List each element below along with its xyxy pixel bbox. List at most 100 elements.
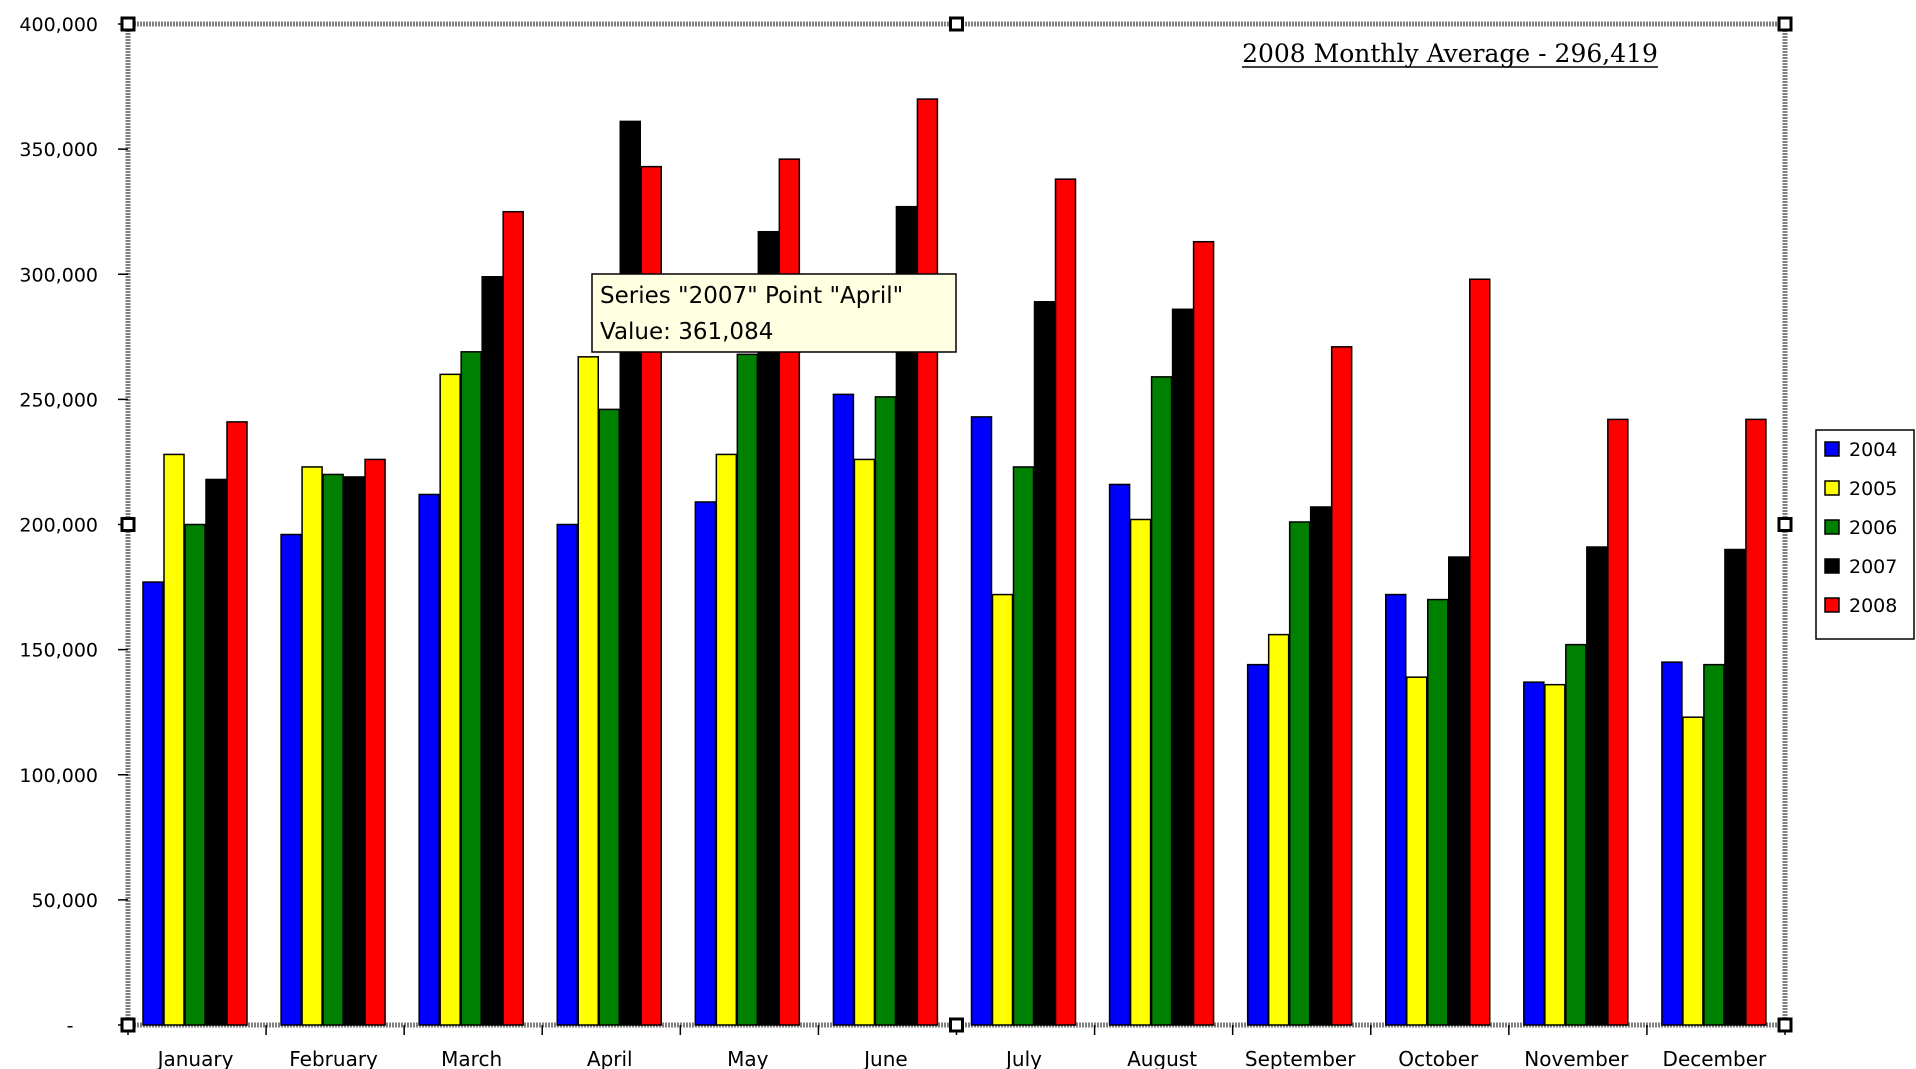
bar-2006-august[interactable]	[1150, 376, 1173, 1026]
bar-2008-october[interactable]	[1469, 278, 1491, 1026]
legend-label-2008: 2008	[1849, 595, 1897, 617]
bar-2006-february[interactable]	[322, 473, 344, 1026]
bar-2008-march[interactable]	[502, 210, 524, 1026]
bar-2006-november[interactable]	[1565, 643, 1587, 1026]
y-tick-label: 50,000	[32, 890, 98, 912]
y-tick-label: 100,000	[19, 765, 98, 787]
bar-2006-january[interactable]	[184, 523, 206, 1026]
bar-2008-august[interactable]	[1192, 240, 1215, 1026]
resize-handle[interactable]	[1777, 1017, 1793, 1033]
category-label: September	[1245, 1047, 1356, 1069]
bar-2004-february[interactable]	[280, 533, 302, 1026]
bar-2008-january[interactable]	[226, 421, 248, 1026]
tooltip-line-1: Series "2007" Point "April"	[600, 283, 903, 309]
tooltip: Series "2007" Point "April" Value: 361,0…	[591, 273, 957, 353]
category-label: April	[587, 1047, 633, 1069]
bar-2008-april[interactable]	[640, 165, 662, 1026]
bar-2007-august[interactable]	[1171, 308, 1194, 1026]
bar-2004-march[interactable]	[418, 493, 440, 1026]
category-label: January	[156, 1047, 234, 1069]
bar-2004-may[interactable]	[694, 501, 717, 1026]
resize-handle[interactable]	[949, 16, 964, 32]
y-tick-label: 350,000	[19, 139, 98, 161]
y-tick-label: 300,000	[19, 264, 98, 286]
legend-swatch-2008	[1824, 597, 1840, 613]
bar-2006-september[interactable]	[1288, 521, 1311, 1026]
bar-2004-july[interactable]	[970, 416, 993, 1026]
legend-swatch-2005	[1824, 480, 1840, 496]
bar-2004-october[interactable]	[1385, 593, 1407, 1026]
bar-2007-may[interactable]	[757, 230, 780, 1026]
bar-2005-april[interactable]	[577, 356, 599, 1026]
bar-2004-january[interactable]	[142, 581, 164, 1026]
legend: 2004 2005 2006 2007 2008	[1815, 429, 1915, 640]
bar-2007-november[interactable]	[1586, 546, 1608, 1026]
y-axis: - 50,000 100,000 150,000 200,000 250,000 300,0…	[19, 14, 128, 1037]
category-label: November	[1524, 1047, 1629, 1069]
resize-handle[interactable]	[120, 16, 136, 32]
bar-2007-march[interactable]	[481, 276, 503, 1026]
bar-2007-february[interactable]	[343, 476, 365, 1026]
resize-handle[interactable]	[1777, 517, 1793, 532]
bar-2005-september[interactable]	[1267, 633, 1290, 1026]
bar-2007-january[interactable]	[205, 478, 227, 1026]
bar-2007-july[interactable]	[1033, 301, 1056, 1026]
y-tick-label: -	[67, 1015, 74, 1037]
bar-2008-july[interactable]	[1054, 178, 1077, 1026]
bar-2007-october[interactable]	[1448, 556, 1470, 1026]
bar-2005-january[interactable]	[163, 453, 185, 1026]
bar-2004-december[interactable]	[1661, 661, 1683, 1026]
bar-2006-april[interactable]	[598, 408, 620, 1026]
y-tick-label: 150,000	[19, 640, 98, 662]
bar-2006-may[interactable]	[736, 353, 759, 1026]
bar-2005-july[interactable]	[991, 593, 1014, 1026]
bar-2006-june[interactable]	[874, 396, 897, 1026]
bar-2008-february[interactable]	[364, 458, 386, 1026]
bar-2008-june[interactable]	[916, 98, 939, 1026]
bar-2004-november[interactable]	[1523, 681, 1545, 1026]
bar-2005-march[interactable]	[439, 373, 461, 1026]
bar-2006-march[interactable]	[460, 351, 482, 1026]
bar-2005-december[interactable]	[1682, 716, 1704, 1026]
resize-handle[interactable]	[949, 1017, 964, 1033]
bar-2008-september[interactable]	[1330, 346, 1353, 1026]
legend-label-2004: 2004	[1849, 439, 1897, 461]
bar-2005-june[interactable]	[853, 458, 876, 1026]
bar-2005-november[interactable]	[1544, 683, 1566, 1026]
bar-2007-april[interactable]	[619, 120, 641, 1026]
resize-handle[interactable]	[120, 1017, 136, 1033]
legend-label-2006: 2006	[1849, 517, 1897, 539]
resize-handle[interactable]	[1777, 16, 1793, 32]
category-label: May	[727, 1047, 769, 1069]
bar-2004-august[interactable]	[1108, 483, 1131, 1026]
bar-2004-june[interactable]	[832, 393, 855, 1026]
bar-2004-september[interactable]	[1246, 663, 1269, 1026]
bar-2006-october[interactable]	[1427, 598, 1449, 1026]
bar-2005-august[interactable]	[1129, 518, 1152, 1026]
legend-swatch-2006	[1824, 519, 1840, 535]
bar-2007-december[interactable]	[1724, 548, 1746, 1026]
tooltip-line-2: Value: 361,084	[600, 319, 773, 345]
category-label: December	[1663, 1047, 1767, 1069]
bar-2007-june[interactable]	[895, 205, 918, 1026]
bar-2008-may[interactable]	[778, 158, 801, 1026]
bar-2004-april[interactable]	[556, 523, 578, 1026]
category-label: July	[1004, 1047, 1042, 1069]
bar-2005-may[interactable]	[715, 453, 738, 1026]
bar-2008-december[interactable]	[1745, 418, 1767, 1026]
bar-2005-february[interactable]	[301, 466, 323, 1026]
legend-label-2007: 2007	[1849, 556, 1897, 578]
bar-2006-july[interactable]	[1012, 466, 1035, 1026]
bar-2006-december[interactable]	[1703, 663, 1725, 1026]
chart-title: 2008 Monthly Average - 296,419	[1242, 39, 1658, 68]
bar-2005-october[interactable]	[1406, 676, 1428, 1026]
resize-handle[interactable]	[120, 517, 136, 532]
x-axis: January February March April May June July Augu…	[127, 1025, 1786, 1069]
tooltip-box	[591, 273, 957, 353]
bars	[142, 98, 1767, 1026]
bar-2008-november[interactable]	[1607, 418, 1629, 1026]
bar-2007-september[interactable]	[1309, 506, 1332, 1026]
y-tick-label: 250,000	[19, 389, 98, 411]
legend-label-2005: 2005	[1849, 478, 1897, 500]
